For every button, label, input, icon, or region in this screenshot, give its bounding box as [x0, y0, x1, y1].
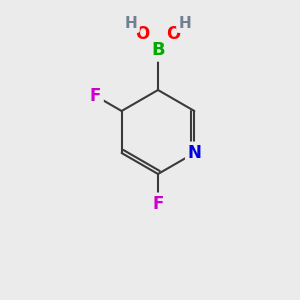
Text: B: B — [151, 41, 165, 59]
Text: H: H — [178, 16, 191, 31]
Text: O: O — [135, 26, 150, 44]
Text: O: O — [167, 26, 181, 44]
Text: F: F — [90, 87, 101, 105]
Text: H: H — [125, 16, 137, 31]
Text: N: N — [188, 144, 201, 162]
Text: F: F — [152, 195, 164, 213]
